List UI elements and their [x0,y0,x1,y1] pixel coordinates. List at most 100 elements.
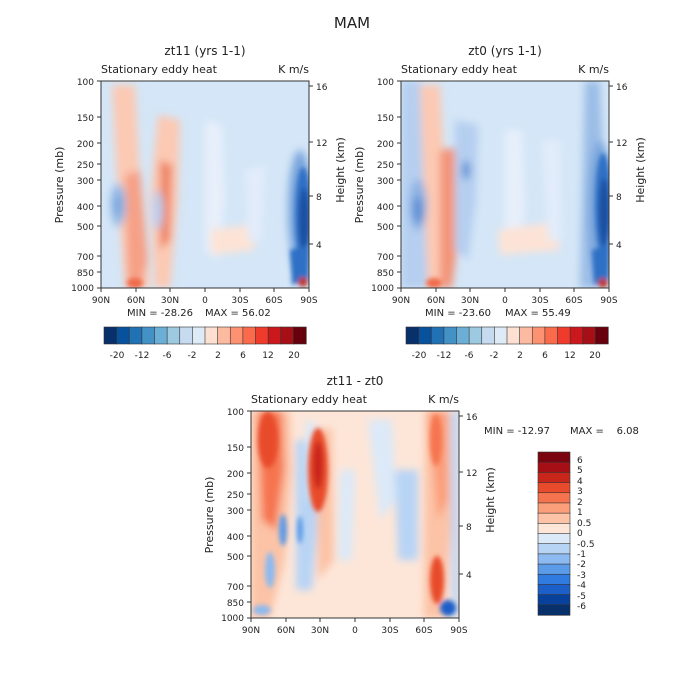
y-tick-labels: 100 150 200 250 300 400 500 700 850 1000 [221,408,244,624]
x-tick-label: 30N [311,626,329,636]
x-tick-label: 60S [265,296,282,306]
colorbar-swatch [595,326,609,345]
y-tick-label: 150 [227,444,244,454]
colorbar-label: 20 [288,351,300,361]
x-tick-label: 90S [600,296,617,306]
colorbar-label: 3 [577,487,583,497]
colorbar-label: -2 [577,560,586,570]
x-tick-label: 90S [450,626,467,636]
x-tick-labels: 90N 60N 30N 0 30S 60S 90S [92,296,318,306]
x-tick-label: 0 [202,296,208,306]
colorbar-label: 2 [577,498,583,508]
colorbar-label: -3 [577,571,586,581]
colorbar-label: 20 [589,351,601,361]
figure-title: MAM [334,14,370,32]
panel-subtitle-right: K m/s [578,63,609,76]
colorbar-swatch [229,326,244,345]
y-tick-label: 850 [377,269,394,279]
colorbar-swatch [537,492,571,504]
colorbar-swatch [154,326,168,345]
y-tick-label: 500 [77,223,94,233]
colorbar-swatch [255,326,269,345]
y-tick-label: 700 [77,253,94,263]
y-tick-label: 1000 [221,614,244,624]
y-tick-label: 200 [377,140,394,150]
y-right-tick-label: 12 [616,139,627,149]
y-right-axis-label: Height (km) [484,467,497,533]
x-tick-label: 30S [531,296,548,306]
colorbar-swatch [103,326,118,345]
colorbar-swatch [242,326,257,345]
colorbar-swatch [537,482,571,494]
y-axis-label: Pressure (mb) [53,147,66,224]
colorbar-label: -1 [577,550,586,560]
colorbar-label: 12 [262,351,273,361]
colorbar-swatch [537,584,571,596]
colorbar-label: -2 [188,351,197,361]
colorbar-label: -2 [490,351,499,361]
x-tick-labels: 90N 60N 30N 0 30S 60S 90S [392,296,618,306]
colorbar-vertical: 6 5 4 3 2 1 0.5 0 -0.5 -1 -2 -3 -4 -5 -6 [537,451,595,616]
x-tick-label: 30N [161,296,179,306]
y-tick-label: 700 [227,583,244,593]
panel-difference: zt11 - zt0 Stationary eddy heat K m/s [203,374,639,636]
colorbar-swatch [280,326,294,345]
y-tick-label: 300 [77,177,94,187]
y-right-tick-labels: 16 12 8 4 [316,83,328,251]
colorbar: -20 -12 -6 -2 2 6 12 20 [405,326,609,361]
colorbar-swatch [537,553,571,565]
x-tick-label: 30S [381,626,398,636]
colorbar-label: 2 [517,351,523,361]
colorbar-label: -12 [135,351,150,361]
panel-title: zt0 (yrs 1-1) [468,44,542,58]
x-tick-label: 90S [300,296,317,306]
y-tick-label: 150 [77,114,94,124]
y-tick-label: 400 [377,203,394,213]
panel-subtitle-left: Stationary eddy heat [101,63,218,76]
x-tick-label: 60N [277,626,295,636]
y-tick-label: 400 [77,203,94,213]
colorbar-swatch [116,326,130,345]
y-tick-label: 1000 [371,284,394,294]
colorbar-label: -6 [465,351,474,361]
x-tick-label: 60N [127,296,145,306]
colorbar-label: -0.5 [577,540,595,550]
x-tick-label: 0 [502,296,508,306]
colorbar-swatch [267,326,282,345]
colorbar-label: 0.5 [577,519,591,529]
colorbar-label: 5 [577,466,583,476]
x-tick-label: 60S [415,626,432,636]
y-right-tick-label: 16 [466,413,478,423]
colorbar-swatch [443,326,458,345]
x-tick-label: 30S [231,296,248,306]
y-right-tick-label: 4 [616,241,622,251]
y-axis-label: Pressure (mb) [203,477,216,554]
colorbar-swatch [166,326,181,345]
x-tick-labels: 90N 60N 30N 0 30S 60S 90S [242,626,468,636]
x-tick-label: 90N [92,296,110,306]
y-right-tick-label: 12 [316,139,327,149]
colorbar-label: 4 [577,477,583,487]
min-label: MIN = -12.97 [484,426,550,437]
y-tick-label: 100 [377,78,394,88]
y-right-tick-labels: 16 12 8 4 [466,413,478,581]
min-label: MIN = -23.60 [425,308,491,319]
colorbar-label: 12 [564,351,575,361]
colorbar-swatch [537,461,571,473]
y-right-tick-label: 16 [316,83,328,93]
y-tick-label: 700 [377,253,394,263]
colorbar-swatch [456,326,470,345]
x-tick-label: 30N [461,296,479,306]
y-tick-label: 250 [377,161,394,171]
colorbar-swatch [537,502,571,514]
colorbar-swatch [544,326,559,345]
colorbar-label: -20 [110,351,125,361]
min-label: MIN = -28.26 [127,308,193,319]
y-right-axis-label: Height (km) [334,137,347,203]
max-label: MAX = 55.49 [505,308,571,319]
y-right-tick-label: 16 [616,83,628,93]
y-tick-label: 200 [227,470,244,480]
panel-subtitle-right: K m/s [428,393,459,406]
y-tick-label: 500 [227,553,244,563]
